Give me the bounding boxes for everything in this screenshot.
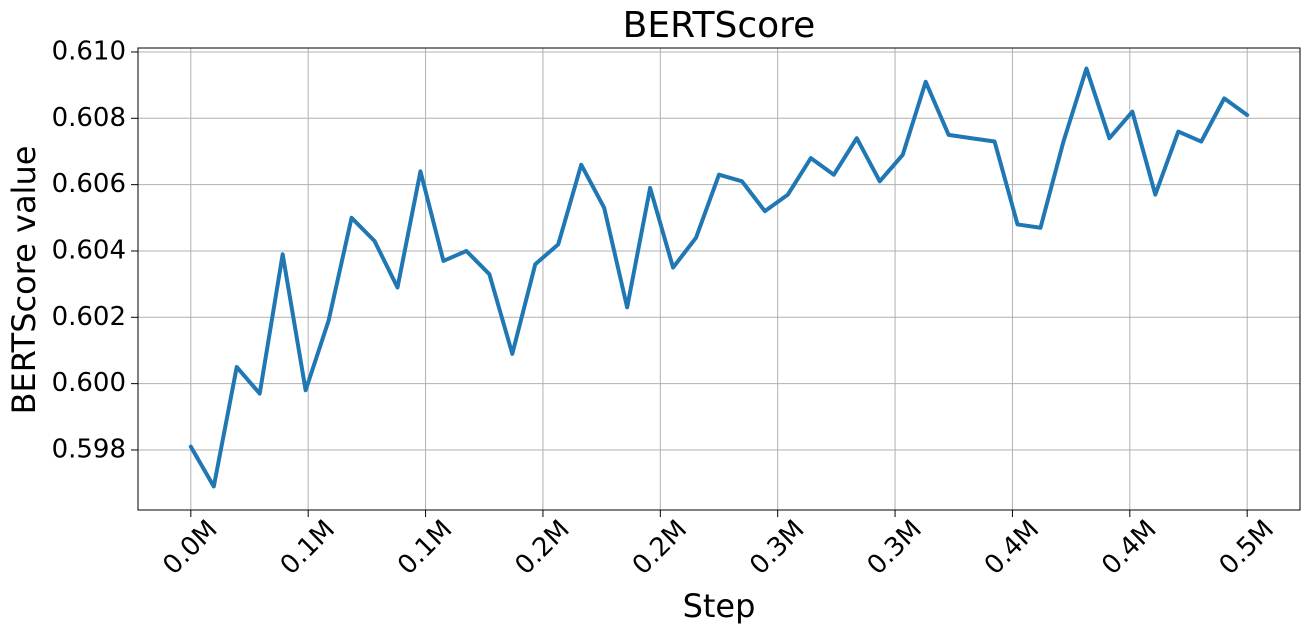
x-tick-label: 0.5M <box>1214 514 1280 580</box>
y-tick-label: 0.608 <box>52 103 126 133</box>
data-line <box>188 66 1250 489</box>
x-tick-label: 0.0M <box>157 514 223 580</box>
x-tick-label: 0.2M <box>627 514 693 580</box>
chart-title: BERTScore <box>623 5 816 46</box>
x-tick-label: 0.1M <box>275 514 341 580</box>
x-axis-label: Step <box>683 587 756 625</box>
y-tick-label: 0.606 <box>52 169 126 199</box>
plot-frame <box>137 47 1301 511</box>
x-tick-label: 0.3M <box>862 514 928 580</box>
x-tick-label: 0.4M <box>1096 514 1162 580</box>
x-tick-label: 0.4M <box>979 514 1045 580</box>
y-tick-label: 0.600 <box>52 368 126 398</box>
y-tick-label: 0.610 <box>52 36 126 66</box>
y-axis-label: BERTScore value <box>5 146 43 415</box>
x-tick-label: 0.2M <box>509 514 575 580</box>
y-tick-label: 0.598 <box>52 434 126 464</box>
x-tick-label: 0.1M <box>392 514 458 580</box>
y-tick-label: 0.602 <box>52 302 126 332</box>
x-tick-label: 0.3M <box>744 514 810 580</box>
y-tick-label: 0.604 <box>52 235 126 265</box>
